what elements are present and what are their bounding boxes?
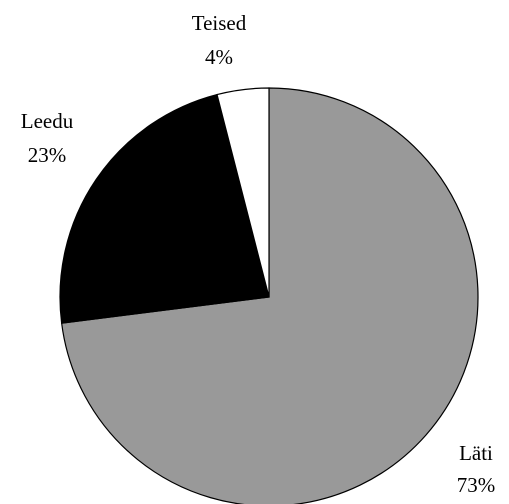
slice-label-läti: Läti: [459, 441, 493, 465]
slice-label-teised: Teised: [192, 11, 247, 35]
pie-slice-teised: [216, 87, 270, 298]
slice-value-teised: 4%: [205, 45, 233, 69]
pie-slice-leedu: [59, 93, 270, 324]
pie-labels: Läti 73% Leedu 23% Teised 4%: [21, 11, 495, 497]
pie-slice-läti: [60, 87, 479, 504]
slice-label-leedu: Leedu: [21, 109, 74, 133]
slice-value-leedu: 23%: [28, 143, 67, 167]
slice-value-läti: 73%: [457, 473, 496, 497]
pie-slices: [59, 87, 479, 504]
